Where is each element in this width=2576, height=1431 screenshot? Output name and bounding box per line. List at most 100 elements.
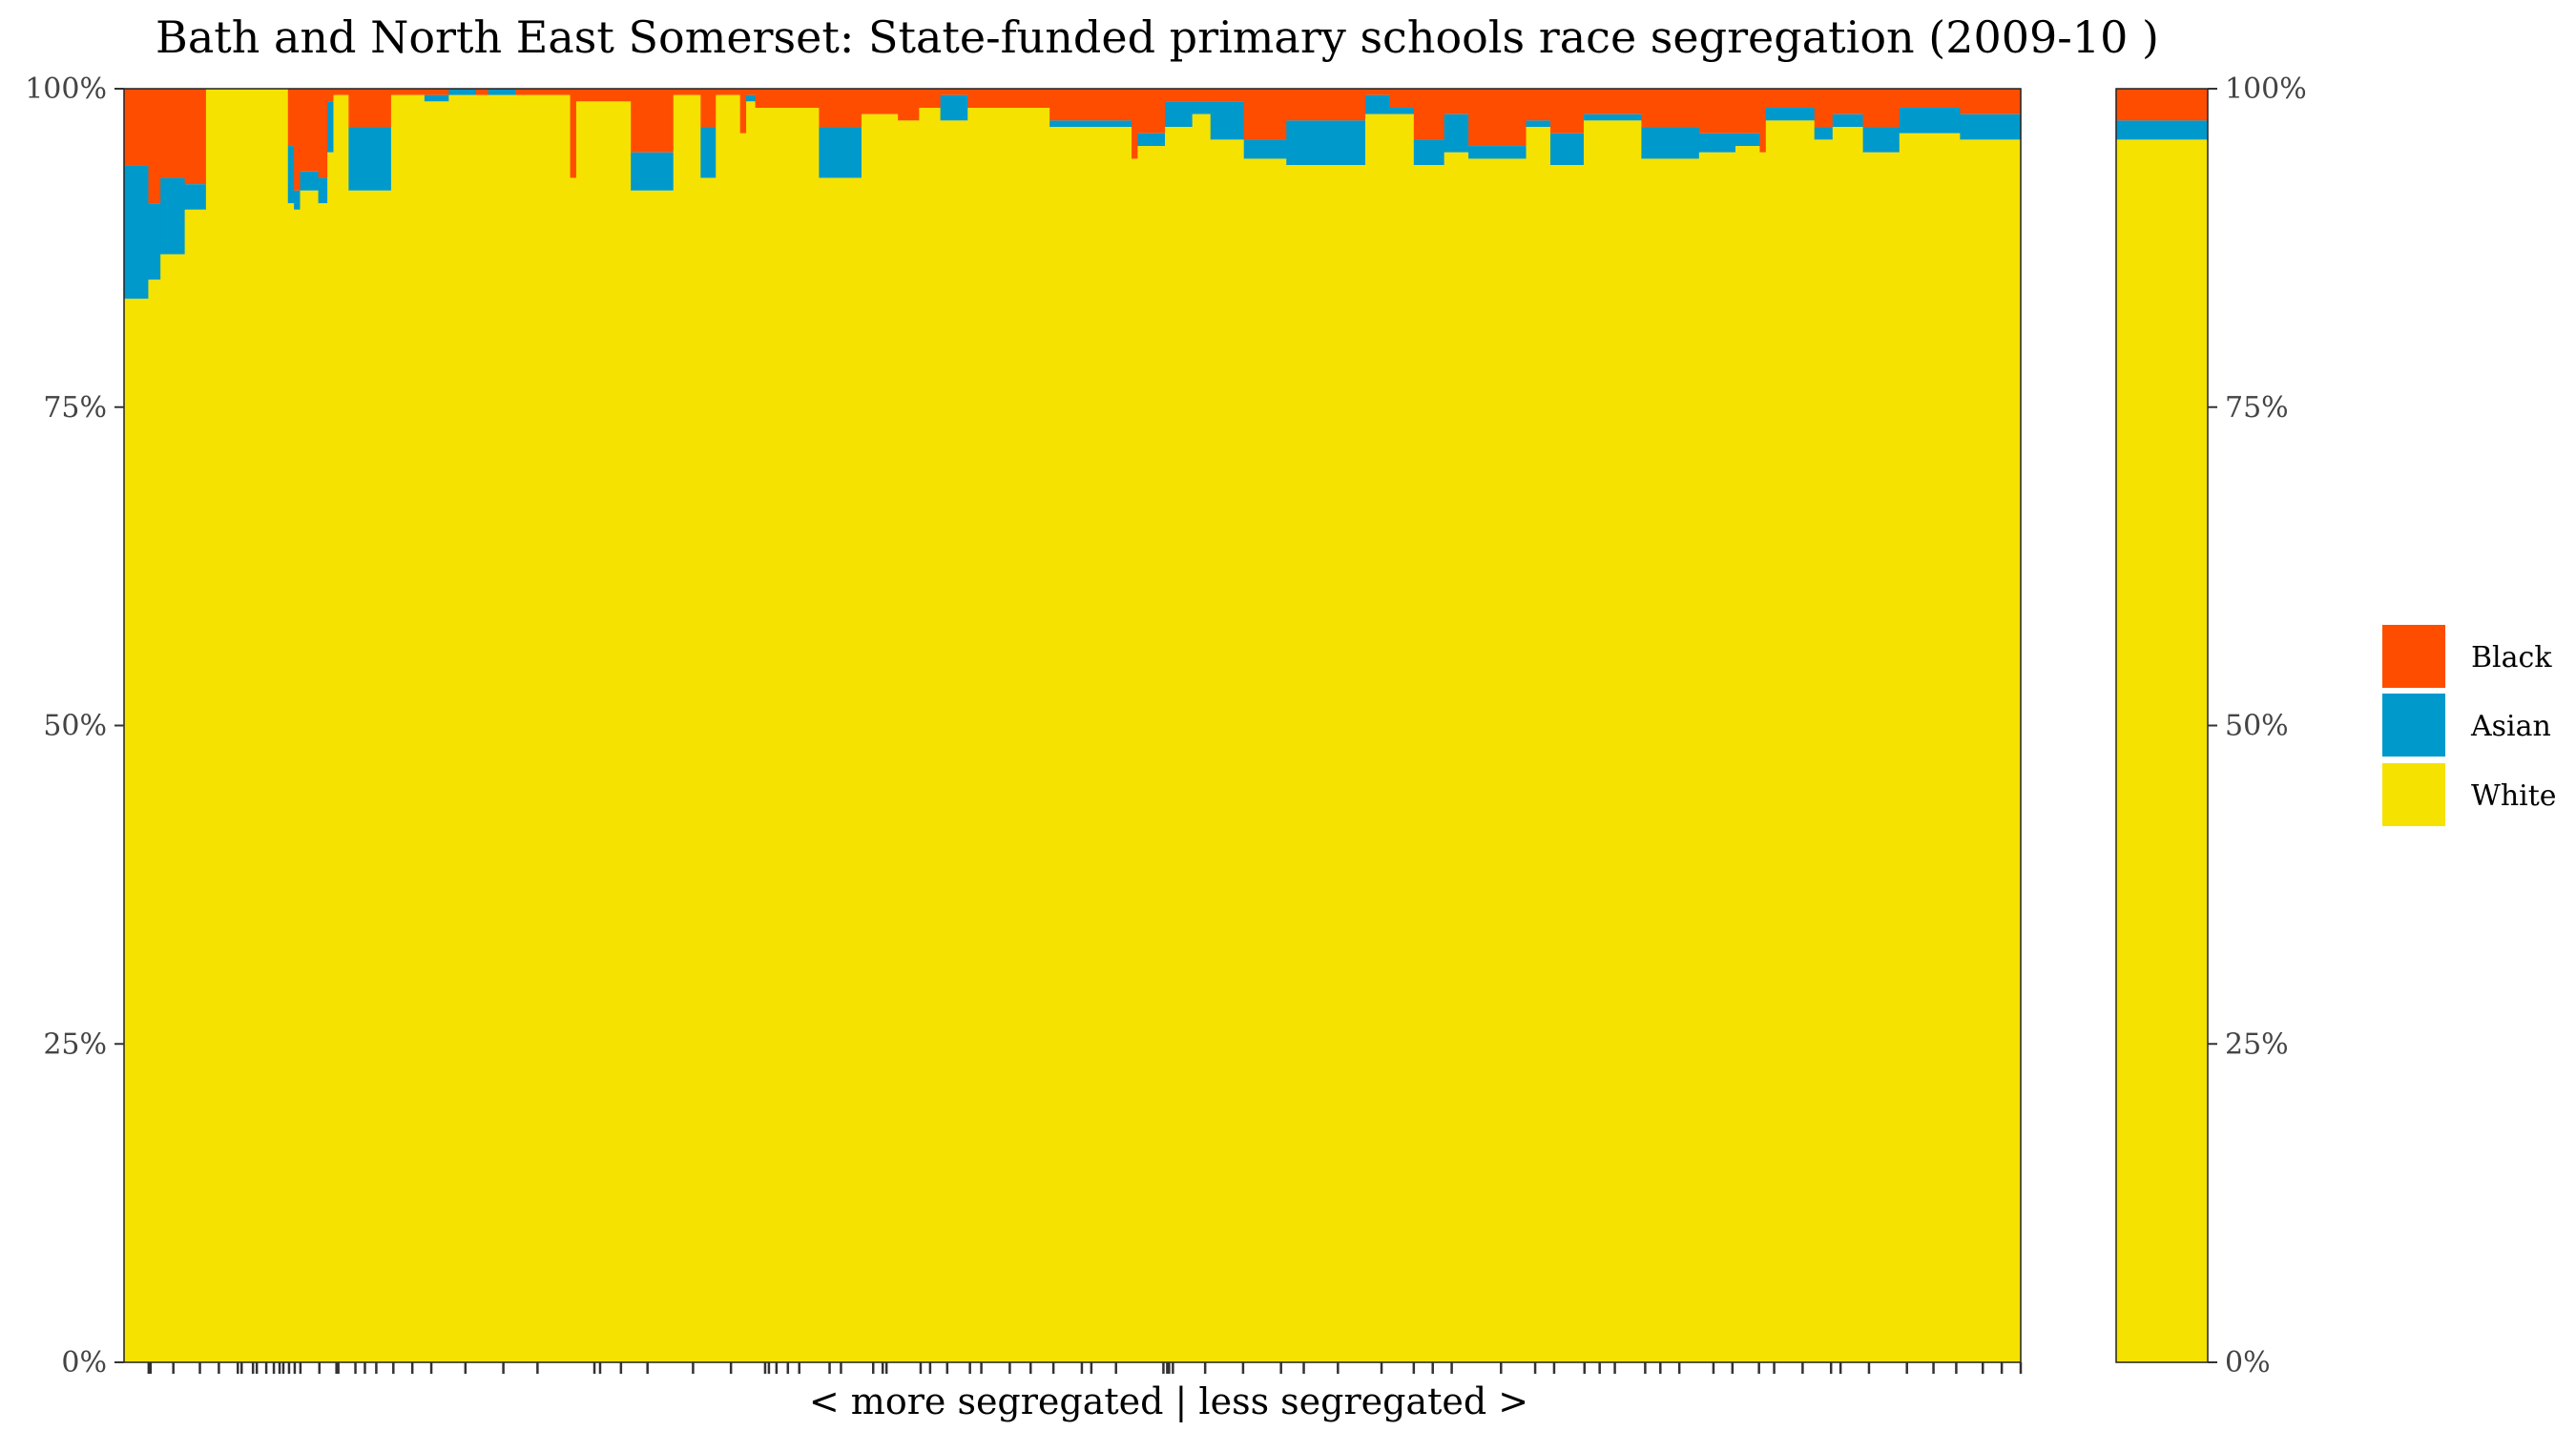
legend-swatch-white — [2382, 763, 2445, 826]
school-bar-8-black-segment — [318, 89, 328, 178]
school-bar-47-asian-segment — [1444, 114, 1469, 153]
y-right-tick-label-4: 100% — [2225, 73, 2307, 106]
school-bar-51-asian-segment — [1583, 114, 1642, 121]
summary-bar-black-segment — [2116, 89, 2208, 121]
school-bar-45-asian-segment — [1389, 108, 1415, 114]
school-bar-41-asian-segment — [1210, 101, 1245, 140]
school-bar-0-white-segment — [124, 299, 150, 1362]
school-bar-29-black-segment — [809, 89, 821, 109]
school-bar-19-white-segment — [570, 177, 577, 1363]
school-bar-15-white-segment — [448, 94, 477, 1362]
y-left-tick-label-0: 0% — [61, 1346, 107, 1379]
y-right-tick-label-1: 25% — [2225, 1027, 2289, 1061]
legend-swatch-asian — [2382, 694, 2445, 757]
school-bar-31-white-segment — [861, 114, 899, 1363]
school-bar-48-asian-segment — [1468, 146, 1527, 159]
school-bar-60-asian-segment — [1899, 108, 1961, 134]
school-bar-9-white-segment — [327, 152, 335, 1362]
school-bar-46-black-segment — [1413, 89, 1445, 140]
school-bar-3-black-segment — [184, 89, 207, 185]
school-bar-32-black-segment — [898, 89, 920, 121]
school-bar-9-asian-segment — [327, 101, 335, 153]
school-bar-16-black-segment — [475, 89, 489, 95]
legend-swatch-black — [2382, 625, 2445, 688]
school-bar-58-asian-segment — [1832, 114, 1864, 128]
school-bar-13-black-segment — [403, 89, 426, 95]
school-bar-40-black-segment — [1192, 89, 1212, 102]
school-bar-58-black-segment — [1832, 89, 1864, 114]
school-bar-16-white-segment — [475, 94, 489, 1362]
school-bar-6-white-segment — [294, 209, 301, 1363]
school-bar-35-white-segment — [967, 108, 1050, 1362]
school-bar-44-black-segment — [1364, 89, 1390, 95]
school-bar-22-black-segment — [673, 89, 701, 95]
school-bar-21-asian-segment — [631, 152, 675, 191]
school-bar-48-white-segment — [1468, 158, 1527, 1362]
school-bar-61-white-segment — [1960, 139, 2022, 1362]
school-bar-61-asian-segment — [1960, 114, 2022, 140]
school-bar-24-white-segment — [716, 94, 735, 1362]
school-bar-53-white-segment — [1698, 152, 1736, 1362]
school-bar-22-white-segment — [673, 94, 701, 1362]
school-bar-0-asian-segment — [124, 165, 150, 300]
school-bar-25-white-segment — [734, 94, 741, 1362]
school-bar-26-black-segment — [739, 89, 747, 134]
school-bar-3-asian-segment — [184, 184, 207, 210]
school-bar-55-white-segment — [1759, 152, 1767, 1362]
school-bar-56-asian-segment — [1765, 108, 1816, 121]
school-bar-53-black-segment — [1698, 89, 1736, 134]
school-bar-60-black-segment — [1899, 89, 1961, 109]
school-bar-37-black-segment — [1132, 89, 1138, 159]
school-bar-43-white-segment — [1286, 165, 1366, 1363]
school-bar-7-white-segment — [300, 190, 320, 1362]
school-bar-27-white-segment — [746, 101, 757, 1363]
school-bar-38-white-segment — [1137, 146, 1166, 1363]
school-bar-48-black-segment — [1468, 89, 1527, 147]
y-left-tick-label-4: 100% — [25, 73, 107, 106]
school-bar-52-white-segment — [1641, 158, 1700, 1362]
school-bar-31-black-segment — [861, 89, 899, 114]
school-bar-36-asian-segment — [1049, 120, 1132, 128]
school-bar-1-white-segment — [148, 280, 161, 1362]
chart-title: Bath and North East Somerset: State-fund… — [156, 11, 2159, 63]
school-bar-43-asian-segment — [1286, 120, 1366, 166]
school-bar-59-white-segment — [1862, 152, 1901, 1362]
school-bar-5-black-segment — [287, 89, 295, 147]
legend: Black Asian White — [2382, 625, 2557, 826]
y-left-tick-label-2: 50% — [43, 710, 107, 743]
school-bar-45-black-segment — [1389, 89, 1415, 109]
school-bar-53-asian-segment — [1698, 133, 1736, 153]
school-bar-39-black-segment — [1165, 89, 1194, 102]
school-bar-14-white-segment — [424, 101, 449, 1363]
school-bar-20-white-segment — [575, 101, 632, 1363]
school-bar-13-white-segment — [403, 94, 426, 1362]
school-bar-2-black-segment — [160, 89, 186, 178]
legend-label-black: Black — [2471, 641, 2552, 674]
school-bar-17-asian-segment — [488, 89, 516, 95]
legend-label-white: White — [2471, 779, 2557, 813]
school-bar-11-asian-segment — [348, 127, 392, 191]
school-bar-36-black-segment — [1049, 89, 1132, 121]
school-bar-15-asian-segment — [448, 89, 477, 95]
school-bar-12-white-segment — [390, 94, 405, 1362]
y-right-tick-label-3: 75% — [2225, 391, 2289, 425]
y-axis-right: 0% 25% 50% 75% 100% — [2208, 73, 2307, 1379]
school-bar-7-black-segment — [300, 89, 320, 172]
school-bar-26-white-segment — [739, 133, 747, 1363]
school-bar-34-white-segment — [940, 120, 968, 1362]
school-bar-24-black-segment — [716, 89, 735, 95]
school-bar-23-white-segment — [700, 177, 717, 1363]
school-bar-12-black-segment — [390, 89, 405, 95]
school-bar-14-black-segment — [424, 89, 449, 95]
legend-label-asian: Asian — [2470, 710, 2551, 743]
school-bar-18-black-segment — [515, 89, 571, 95]
school-bar-28-white-segment — [755, 108, 811, 1362]
summary-bar — [2116, 89, 2208, 1362]
school-bar-58-white-segment — [1832, 127, 1864, 1362]
school-bar-17-white-segment — [488, 94, 516, 1362]
school-bar-47-black-segment — [1444, 89, 1469, 114]
x-axis-label: < more segregated | less segregated > — [809, 1380, 1528, 1422]
school-bar-5-asian-segment — [287, 146, 295, 204]
school-bar-52-asian-segment — [1641, 127, 1700, 159]
school-bar-40-white-segment — [1192, 114, 1212, 1363]
